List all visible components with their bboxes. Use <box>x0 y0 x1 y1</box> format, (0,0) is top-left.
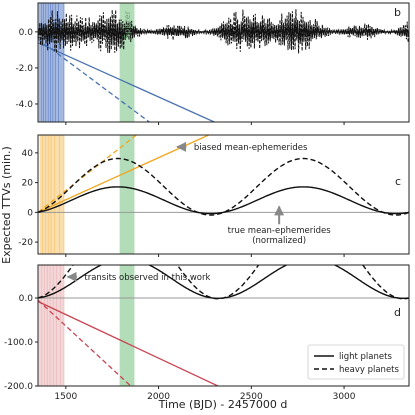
spitzer-band <box>119 135 135 254</box>
x-tick-label: 3000 <box>333 392 356 402</box>
annotation-biased-ephemerides: biased mean-ephemerides <box>194 143 308 153</box>
panel-b: -4.0 -2.0 0.0 b Spitzer <box>15 2 410 125</box>
x-tick-label: 2000 <box>147 392 170 402</box>
annotation-true-ephemerides: true mean-ephemerides <box>228 226 332 236</box>
x-tick-label: 2500 <box>240 392 263 402</box>
y-tick-label: 0.0 <box>19 294 34 304</box>
heavy-ttv-curve <box>38 9 409 54</box>
panel-c: -20 0 20 40 c biased mean-ephemerides true mea… <box>18 134 410 257</box>
y-tick-label: -2.0 <box>15 64 33 74</box>
light-ttv-curve <box>38 186 409 215</box>
y-tick-label: -200.0 <box>4 382 33 392</box>
heavy-ephemeris-line <box>38 38 150 122</box>
plot-frame <box>37 264 410 387</box>
y-axis-label: Expected TTVs (min.) <box>0 146 13 264</box>
legend-box <box>307 344 405 380</box>
heavy-ephemeris-line <box>38 299 132 386</box>
legend: light planets heavy planets <box>307 344 405 380</box>
y-tick-label: 40 <box>22 149 34 159</box>
x-axis-label: Time (BJD) - 2457000 d <box>158 398 288 411</box>
legend-label: heavy planets <box>339 365 400 375</box>
plot-frame <box>37 2 410 123</box>
heavy-ephemeris-line <box>38 135 137 213</box>
plot-area-b <box>38 3 409 122</box>
annotation-normalized: (normalized) <box>252 236 306 246</box>
annotation-transits-observed: transits observed in this work <box>84 273 210 283</box>
plot-frame <box>37 134 410 255</box>
light-ttv-curve <box>38 17 409 45</box>
y-tick-label: -20 <box>18 238 33 248</box>
panel-letter: d <box>394 306 401 319</box>
plot-background <box>38 3 409 122</box>
y-tick-label: 0.0 <box>19 28 34 38</box>
y-tick-label: 20 <box>22 179 34 189</box>
plot-area-c <box>38 135 409 254</box>
heavy-ttv-curve <box>38 265 409 300</box>
heavy-ttv-curve <box>38 157 409 216</box>
light-ephemeris-line <box>38 300 219 386</box>
y-tick-label: -100.0 <box>4 338 33 348</box>
x-tick-label: 1500 <box>54 392 77 402</box>
y-tick-label: 0 <box>27 208 33 218</box>
spitzer-band <box>119 265 135 386</box>
transit-band <box>38 3 64 122</box>
plot-background <box>38 135 409 254</box>
transit-band <box>38 265 64 386</box>
y-tick-label: -4.0 <box>15 100 33 110</box>
spitzer-label: Spitzer <box>123 10 132 39</box>
panel-letter: b <box>394 6 401 19</box>
panel-letter: c <box>395 175 401 188</box>
panel-d: -200.0 -100.0 0.0 1500 2000 2500 3000 d transits… <box>4 264 410 402</box>
legend-label: light planets <box>339 352 392 362</box>
light-ephemeris-line <box>38 42 215 122</box>
